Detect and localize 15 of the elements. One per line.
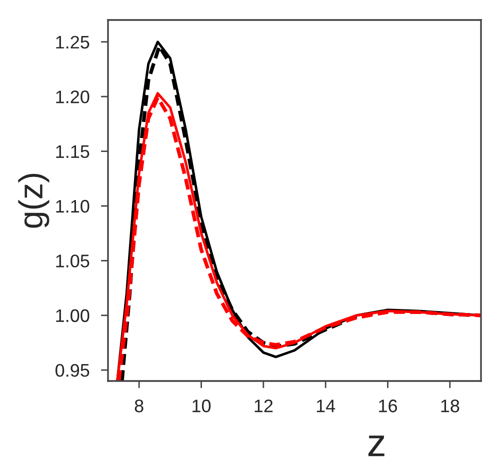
x-tick-label: 18 <box>441 400 460 412</box>
x-tick-label: 16 <box>379 400 397 412</box>
x-tick-label: 8 <box>134 400 144 412</box>
x-tick-label: 14 <box>316 400 336 412</box>
y-tick-label: 0.95 <box>56 364 90 377</box>
x-tick-label: 10 <box>192 400 211 412</box>
y-tick-label: 1.00 <box>56 309 90 322</box>
x-axis-title: z <box>368 436 384 456</box>
y-axis-title: g(z) <box>18 174 50 228</box>
y-tick-label: 1.10 <box>56 200 90 213</box>
x-tick-label: 12 <box>254 400 273 412</box>
y-tick-label: 1.25 <box>56 36 90 49</box>
y-tick-label: 1.20 <box>56 90 90 104</box>
y-tick-label: 1.15 <box>56 145 90 158</box>
y-tick-label: 1.05 <box>56 254 90 268</box>
